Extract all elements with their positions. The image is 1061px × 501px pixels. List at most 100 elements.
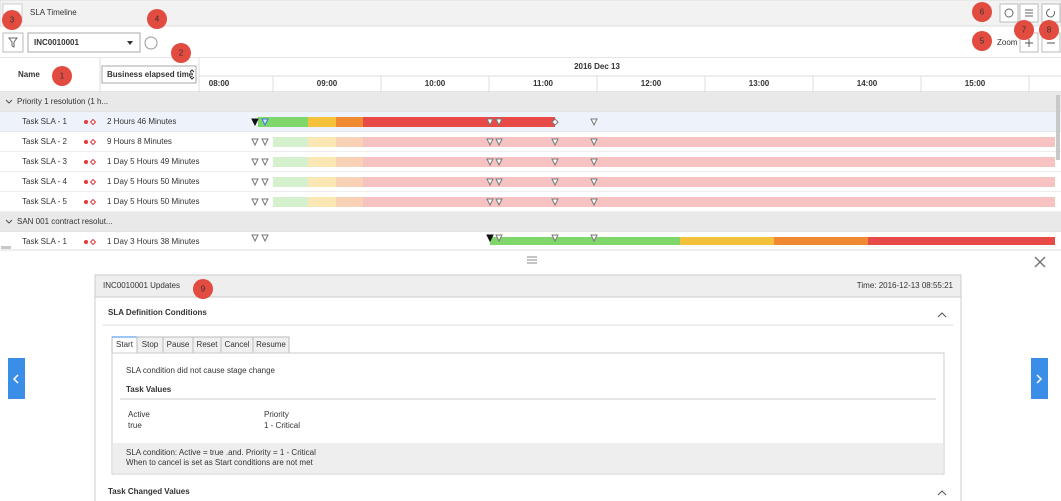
tab-label: Resume	[256, 340, 286, 349]
callout-number: 9	[201, 285, 206, 294]
sla-stage-segment	[363, 197, 1055, 207]
stage-marker	[486, 138, 494, 147]
tab-label: Stop	[142, 340, 159, 349]
status-dot	[84, 180, 88, 184]
sla-stage-segment	[273, 157, 308, 167]
stage-marker	[495, 178, 503, 187]
prev-button[interactable]	[8, 358, 25, 399]
stage-marker	[261, 234, 269, 243]
sla-stage-segment	[336, 137, 363, 147]
sla-stage-segment	[363, 177, 1055, 187]
info-button[interactable]	[999, 3, 1019, 23]
sla-stage-segment	[490, 237, 680, 245]
section-expand[interactable]	[937, 490, 947, 496]
stage-marker	[251, 178, 259, 187]
task-name: Task SLA - 4	[22, 177, 67, 186]
date-label: 2016 Dec 13	[574, 62, 620, 71]
callout-badge	[1014, 20, 1034, 40]
stage-marker	[261, 138, 269, 147]
sla-stage-segment	[363, 137, 1055, 147]
stage-marker	[590, 234, 598, 243]
task-values-title: Task Values	[126, 385, 172, 394]
sla-stage-segment	[774, 237, 868, 245]
elapsed-time: 1 Day 5 Hours 50 Minutes	[107, 177, 200, 186]
callout-badge	[171, 43, 191, 63]
info-icon	[1004, 8, 1014, 18]
callout-badge	[972, 2, 992, 22]
details-time: Time: 2016-12-13 08:55:21	[857, 281, 954, 290]
task-name: Task SLA - 1	[22, 237, 67, 246]
stage-marker	[551, 118, 559, 126]
stage-marker	[495, 198, 503, 207]
field-label: Active	[128, 410, 150, 419]
stage-marker	[590, 138, 598, 147]
page-title: SLA Timeline	[30, 8, 77, 17]
column-select[interactable]	[101, 65, 197, 84]
record-info-button[interactable]	[144, 36, 158, 50]
stage-marker	[590, 178, 598, 187]
vertical-scrollbar[interactable]	[1056, 95, 1060, 160]
hour-label: 10:00	[425, 79, 446, 88]
sla-stage-segment	[308, 137, 336, 147]
callout-number: 8	[1047, 26, 1052, 35]
callout-badge	[147, 9, 167, 29]
stage-marker	[495, 234, 503, 243]
filter-button[interactable]	[2, 32, 24, 53]
sla-stage-segment	[273, 137, 308, 147]
stage-marker	[251, 234, 259, 243]
elapsed-time: 1 Day 3 Hours 38 Minutes	[107, 237, 200, 246]
field-label: Priority	[264, 410, 289, 419]
refresh-icon	[1046, 8, 1055, 18]
close-button[interactable]	[1034, 256, 1046, 268]
group-row	[0, 212, 1061, 232]
group-row	[0, 92, 1061, 112]
select-arrow	[189, 69, 195, 80]
stage-marker	[486, 158, 494, 167]
stage-marker	[551, 198, 559, 207]
group-chevron[interactable]	[5, 219, 13, 224]
elapsed-time: 9 Hours 8 Minutes	[107, 137, 172, 146]
record-select[interactable]	[27, 32, 141, 53]
task-name: Task SLA - 1	[22, 117, 67, 126]
hour-label: 09:00	[317, 79, 338, 88]
condition-note: When to cancel is set as Start condition…	[126, 458, 314, 467]
group-label: SAN 001 contract resolut...	[17, 217, 113, 226]
tab-label: Reset	[197, 340, 219, 349]
stage-marker	[590, 198, 598, 207]
condition-note: SLA condition: Active = true .and. Prior…	[126, 448, 316, 457]
elapsed-time: 2 Hours 46 Minutes	[107, 117, 176, 126]
hour-label: 11:00	[533, 79, 554, 88]
timeline: Name Business elapsed time 2016 Dec 13 08:0…	[0, 58, 1061, 246]
sla-stage-segment	[258, 117, 308, 127]
group-label: Priority 1 resolution (1 h...	[17, 97, 108, 106]
horizontal-scrollbar[interactable]	[1, 246, 11, 249]
hour-label: 12:00	[641, 79, 662, 88]
next-icon	[1036, 374, 1043, 384]
stage-marker	[495, 138, 503, 147]
hour-label: 14:00	[857, 79, 878, 88]
status-diamond	[89, 118, 97, 126]
stage-marker	[551, 178, 559, 187]
stage-marker	[261, 178, 269, 187]
status-diamond	[89, 198, 97, 206]
status-diamond	[89, 238, 97, 245]
section-collapse[interactable]	[937, 312, 947, 318]
sla-stage-segment	[273, 177, 308, 187]
status-diamond	[89, 158, 97, 166]
sla-stage-segment	[308, 197, 336, 207]
sla-stage-segment	[336, 177, 363, 187]
stage-marker	[251, 138, 259, 147]
refresh-button[interactable]	[1041, 3, 1061, 23]
stage-marker	[590, 118, 598, 127]
condition-footer	[113, 443, 943, 473]
group-chevron[interactable]	[5, 99, 13, 104]
stage-marker	[486, 118, 494, 127]
status-dot	[84, 240, 88, 244]
callout-number: 6	[980, 8, 985, 17]
callout-badge	[1039, 20, 1059, 40]
sla-stage-segment	[336, 117, 363, 127]
stage-marker	[486, 178, 494, 187]
callout-badge	[193, 279, 213, 299]
status-dot	[84, 200, 88, 204]
field-value: 1 - Critical	[264, 421, 300, 430]
